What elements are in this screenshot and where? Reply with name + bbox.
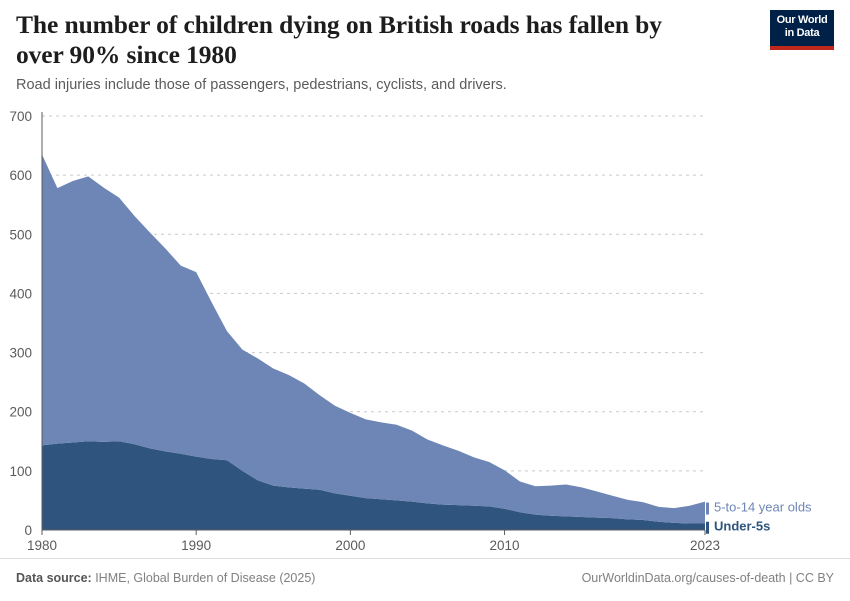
owid-logo-line-1: Our World — [776, 14, 828, 26]
chart-legend[interactable]: 5-to-14 year olds Under-5s — [706, 500, 812, 534]
chart-footer: Data source: IHME, Global Burden of Dise… — [0, 558, 850, 601]
y-tick-label: 400 — [9, 286, 32, 301]
legend-label-5-to-14-year-olds[interactable]: 5-to-14 year olds — [714, 500, 812, 515]
chart-areas — [42, 154, 705, 530]
y-tick-label: 200 — [9, 405, 32, 420]
attribution-link[interactable]: OurWorldinData.org/causes-of-death | CC … — [581, 571, 834, 585]
x-axis-ticks: 1980 1990 2000 2010 2023 — [27, 530, 720, 553]
owid-logo-line-2: in Data — [784, 26, 820, 39]
data-source: Data source: IHME, Global Burden of Dise… — [16, 571, 315, 585]
legend-swatch — [706, 521, 709, 534]
legend-swatch — [706, 502, 709, 515]
y-tick-label: 300 — [9, 346, 32, 361]
y-tick-label: 0 — [24, 523, 32, 538]
x-tick-label: 2000 — [335, 538, 365, 553]
y-tick-label: 100 — [9, 464, 32, 479]
y-tick-label: 700 — [9, 109, 32, 124]
stacked-area-chart: 0 100 200 300 400 500 600 700 1980 1990 2000 2010 2… — [0, 100, 850, 555]
owid-logo-red-bar — [770, 46, 834, 50]
chart-header: The number of children dying on British … — [16, 10, 834, 98]
x-tick-label: 2023 — [690, 538, 720, 553]
owid-logo[interactable]: Our World in Data — [770, 10, 834, 50]
y-tick-label: 500 — [9, 227, 32, 242]
x-tick-label: 1980 — [27, 538, 57, 553]
legend-label-under-5s[interactable]: Under-5s — [714, 519, 770, 534]
chart-axes — [41, 112, 705, 531]
y-tick-label: 600 — [9, 168, 32, 183]
page-subtitle: Road injuries include those of passenger… — [16, 77, 507, 93]
area-series-under-5s — [42, 441, 705, 530]
data-source-text: IHME, Global Burden of Disease (2025) — [91, 571, 316, 585]
chart-canvas: 0 100 200 300 400 500 600 700 1980 1990 2000 2010 2… — [9, 109, 812, 553]
data-source-label: Data source: — [16, 571, 92, 585]
x-tick-label: 1990 — [181, 538, 211, 553]
x-tick-label: 2010 — [490, 538, 520, 553]
y-axis-ticks: 0 100 200 300 400 500 600 700 — [9, 109, 32, 538]
page-title: The number of children dying on British … — [16, 10, 669, 69]
area-series-5-to-14-year-olds — [42, 154, 705, 524]
